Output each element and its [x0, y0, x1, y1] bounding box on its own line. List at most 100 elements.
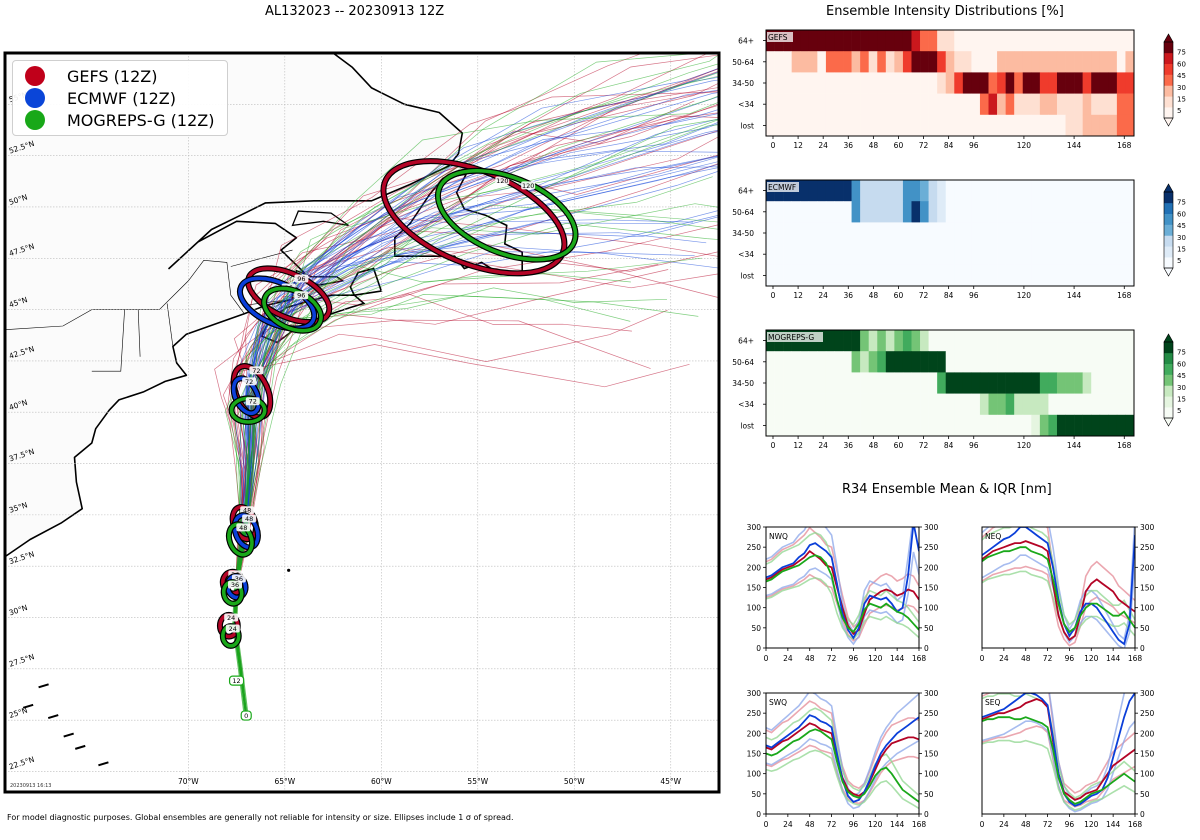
- heat-cell: [954, 414, 964, 437]
- heat-cell: [1099, 93, 1109, 116]
- heat-cell: [800, 264, 810, 287]
- heat-cell: [902, 414, 912, 437]
- heat-cell: [766, 243, 775, 266]
- heat-cell: [1091, 393, 1101, 416]
- heat-xtick-0-11: 168: [1117, 141, 1132, 150]
- map-frame: [3, 51, 721, 794]
- r34-xtick-1-6: 144: [1106, 654, 1121, 663]
- heat-cell: [783, 51, 792, 73]
- heat-cell: [1116, 264, 1126, 287]
- heat-cell: [766, 414, 775, 437]
- map-stamp: 20230913 16:13: [10, 783, 52, 789]
- heat-cell: [1108, 372, 1118, 394]
- heat-cell: [1031, 201, 1041, 223]
- heat-cell: [1074, 72, 1083, 94]
- heat-cell: [800, 114, 810, 137]
- footer-note: For model diagnostic purposes. Global en…: [7, 813, 514, 822]
- heat-cell: [1091, 372, 1101, 394]
- heat-cell: [962, 180, 972, 202]
- r34-iqr-mogreps-lower: [982, 739, 1135, 811]
- heat-cell: [860, 51, 869, 73]
- heat-cell: [851, 30, 861, 52]
- heat-cell: [1056, 372, 1066, 394]
- heat-cell: [1056, 114, 1066, 137]
- heat-cell: [1005, 372, 1015, 394]
- heat-cell: [783, 351, 792, 373]
- heat-cell: [1091, 201, 1101, 223]
- heat-cell: [894, 264, 904, 287]
- heat-cell: [885, 30, 895, 52]
- heat-cell: [868, 351, 878, 373]
- heat-cell: [1048, 51, 1058, 73]
- heat-cell: [825, 72, 835, 94]
- heat-cell: [825, 114, 835, 137]
- colorbar-seg: [1164, 96, 1173, 108]
- heat-cell: [825, 222, 835, 244]
- heat-cell: [791, 351, 801, 373]
- heat-cell: [979, 72, 989, 94]
- heat-cell: [817, 393, 827, 416]
- heat-cell: [971, 414, 981, 437]
- heat-cell: [988, 414, 998, 437]
- r34-xtick-2-3: 72: [827, 820, 837, 829]
- heat-panel-name-0: GEFS: [768, 33, 788, 42]
- heat-cell: [1022, 393, 1032, 416]
- heat-cell: [1065, 372, 1075, 394]
- heat-cell: [937, 372, 947, 394]
- r34-xtick-1-7: 168: [1128, 654, 1143, 663]
- colorbar-tick-0-3: 45: [1177, 72, 1186, 80]
- heat-cell: [971, 201, 981, 223]
- heat-cell: [911, 222, 921, 244]
- heat-cell: [979, 351, 989, 373]
- r34-ytick-right-3-1: 50: [1140, 790, 1150, 799]
- heat-cell: [868, 201, 878, 223]
- heat-cell: [997, 414, 1006, 437]
- r34-ytick-right-3-4: 200: [1140, 729, 1155, 738]
- heat-cell: [877, 243, 887, 266]
- border-line-2: [137, 309, 141, 357]
- heat-cell: [783, 72, 792, 94]
- heat-cell: [988, 393, 998, 416]
- r34-ytick-left-0-3: 150: [747, 584, 762, 593]
- heat-cell: [1022, 51, 1032, 73]
- heat-cell: [877, 264, 887, 287]
- heat-cell: [988, 51, 998, 73]
- colorbar-tick-1-2: 30: [1177, 234, 1186, 242]
- heat-cell: [1048, 30, 1058, 52]
- colorbar-seg: [1164, 107, 1173, 119]
- heat-cell: [1048, 351, 1058, 373]
- heat-xtick-0-10: 144: [1067, 141, 1082, 150]
- heat-cell: [1125, 72, 1135, 94]
- heat-xtick-0-7: 84: [944, 141, 954, 150]
- r34-ytick-left-2-1: 50: [751, 790, 761, 799]
- r34-xtick-3-7: 168: [1128, 820, 1143, 829]
- heat-cell: [817, 264, 827, 287]
- ellipse-label-bg-4: [228, 580, 243, 589]
- heat-cell: [997, 114, 1006, 137]
- heat-cell: [937, 264, 947, 287]
- heat-cell: [954, 93, 964, 116]
- heat-cell: [825, 264, 835, 287]
- colorbar-seg: [1164, 235, 1173, 247]
- r34-xtick-0-1: 24: [783, 654, 793, 663]
- heat-cell: [1125, 201, 1135, 223]
- heat-cell: [1116, 243, 1126, 266]
- heat-cell: [860, 30, 869, 52]
- heat-cell: [1048, 201, 1058, 223]
- heat-cell: [971, 51, 981, 73]
- heat-cell: [885, 93, 895, 116]
- ellipse-label-mogreps-96: 96: [297, 292, 305, 300]
- heat-cell: [1108, 72, 1118, 94]
- heat-cell: [1082, 72, 1092, 94]
- heat-cell: [928, 372, 938, 394]
- colorbar-tick-1-3: 45: [1177, 222, 1186, 230]
- heat-cell: [1099, 201, 1109, 223]
- heat-cell: [911, 243, 921, 266]
- heat-xtick-2-8: 96: [969, 441, 979, 450]
- heat-cell: [817, 93, 827, 116]
- heat-cell: [997, 222, 1006, 244]
- heat-xtick-2-7: 84: [944, 441, 954, 450]
- heat-cell: [868, 30, 878, 52]
- heat-cell: [774, 114, 784, 137]
- heat-cell: [979, 264, 989, 287]
